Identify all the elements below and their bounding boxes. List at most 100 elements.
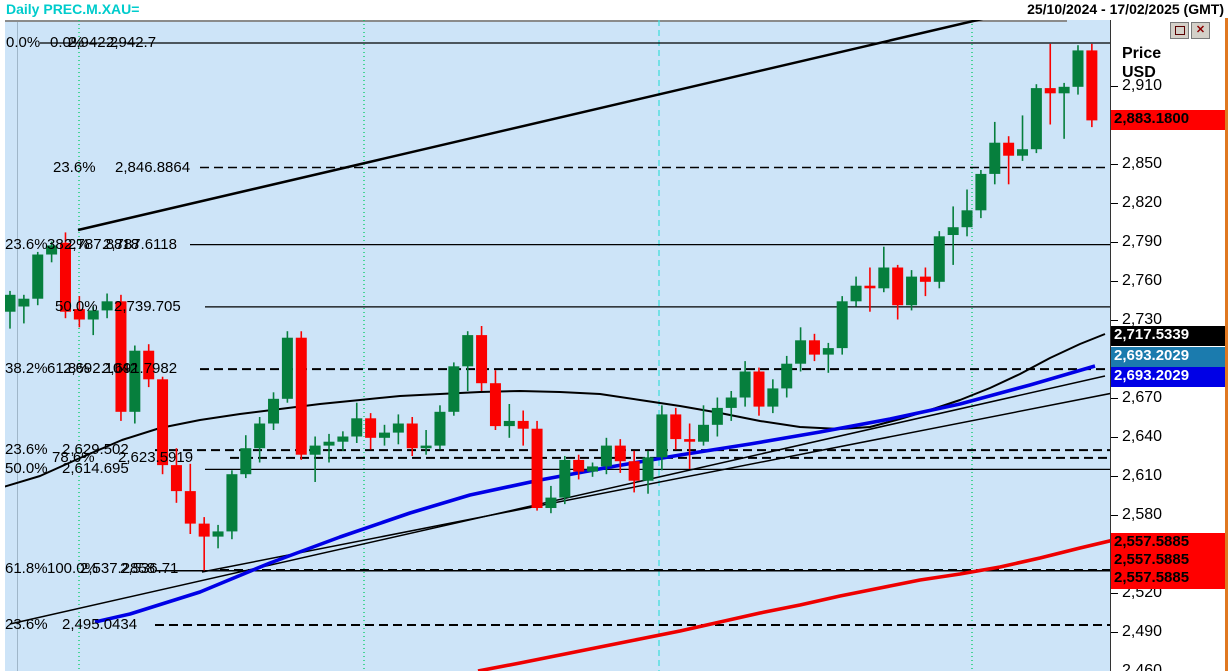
- candle-body: [157, 379, 169, 466]
- candle-body: [212, 531, 224, 537]
- price-badge: 2,693.2029: [1111, 347, 1225, 368]
- candle-body: [18, 298, 30, 307]
- axis-tick-label: 2,760: [1122, 271, 1163, 289]
- candle-body: [5, 294, 16, 312]
- trendline: [77, 20, 984, 232]
- candle-body: [836, 301, 848, 349]
- axis-tick-label: 2,850: [1122, 154, 1163, 172]
- candle-body: [448, 366, 460, 412]
- candle-body: [226, 474, 238, 532]
- candle-body: [614, 445, 626, 462]
- candle-body: [337, 436, 349, 442]
- candle-body: [725, 397, 737, 408]
- candle-body: [739, 371, 751, 398]
- candle-body: [906, 276, 918, 306]
- axis-tick-mark: [1111, 85, 1118, 87]
- axis-title-price: Price: [1122, 45, 1162, 62]
- price-axis-title: Price USD: [1122, 44, 1161, 82]
- axis-tick-label: 2,730: [1122, 310, 1163, 328]
- candle-body: [587, 466, 599, 472]
- candle-body: [392, 423, 404, 433]
- candle-body: [767, 388, 779, 407]
- candle-body: [545, 497, 557, 509]
- candle-body: [989, 142, 1001, 174]
- candle-body: [32, 254, 44, 299]
- title-bar: Daily PREC.M.XAU= 25/10/2024 - 17/02/202…: [0, 0, 1228, 20]
- candle-body: [1044, 88, 1056, 94]
- axis-tick-label: 2,460: [1122, 661, 1163, 671]
- candle-body: [753, 371, 765, 407]
- trendline: [201, 392, 1110, 573]
- candle-body: [295, 337, 307, 455]
- moving-average-line: [5, 333, 1106, 488]
- axis-tick-label: 2,910: [1122, 76, 1163, 94]
- plot-area[interactable]: [5, 20, 1110, 671]
- axis-tick-mark: [1111, 241, 1118, 243]
- candle-body: [281, 337, 293, 399]
- axis-tick-mark: [1111, 436, 1118, 438]
- axis-tick-mark: [1111, 202, 1118, 204]
- pane-left-frame: [17, 22, 18, 671]
- candle-body: [254, 423, 266, 449]
- axis-tick-label: 2,670: [1122, 388, 1163, 406]
- candle-body: [808, 340, 820, 355]
- axis-tick-label: 2,790: [1122, 232, 1163, 250]
- pane-right-frame: [1110, 20, 1111, 671]
- candle-body: [1017, 149, 1029, 156]
- candle-body: [323, 441, 335, 446]
- candle-body: [268, 398, 280, 424]
- candle-body: [462, 335, 474, 367]
- restore-window-icon: [1174, 26, 1185, 35]
- candle-body: [559, 459, 571, 498]
- candle-body: [143, 350, 155, 380]
- axis-tick-mark: [1111, 514, 1118, 516]
- candle-body: [476, 335, 488, 384]
- candle-body: [698, 424, 709, 442]
- candle-body: [184, 491, 196, 524]
- candle-body: [850, 285, 862, 302]
- window-right-border: [1225, 18, 1228, 671]
- axis-tick-mark: [1111, 397, 1118, 399]
- candle-body: [864, 285, 876, 289]
- candle-body: [503, 420, 515, 427]
- candle-body: [59, 242, 71, 312]
- candle-body: [115, 301, 127, 412]
- restore-window-button[interactable]: [1170, 22, 1189, 39]
- candle-body: [600, 445, 612, 467]
- candle-body: [378, 432, 390, 438]
- candle-body: [434, 411, 446, 446]
- candle-body: [933, 236, 945, 282]
- candle-body: [975, 173, 987, 211]
- candle-body: [1003, 142, 1015, 156]
- axis-tick-label: 2,640: [1122, 427, 1163, 445]
- price-badge: 2,883.1800: [1111, 110, 1225, 131]
- candle-body: [961, 210, 973, 228]
- close-icon: ✕: [1195, 24, 1206, 36]
- moving-average-line: [94, 364, 1096, 624]
- price-badge: 2,557.5885 2,557.5885 2,557.5885: [1111, 532, 1225, 589]
- candle-body: [1030, 88, 1042, 150]
- candle-body: [573, 459, 585, 472]
- axis-tick-mark: [1111, 319, 1118, 321]
- candle-body: [309, 445, 321, 455]
- close-window-button[interactable]: ✕: [1191, 22, 1210, 39]
- candle-body: [420, 445, 432, 449]
- candle-body: [892, 267, 904, 306]
- axis-tick-mark: [1111, 475, 1118, 477]
- pane-top-border: [5, 20, 1067, 22]
- price-badge: 2,693.2029: [1111, 367, 1225, 388]
- candle-body: [129, 350, 141, 412]
- candle-body: [947, 227, 959, 236]
- trendline: [9, 375, 1106, 625]
- date-range: 25/10/2024 - 17/02/2025 (GMT): [1027, 1, 1224, 17]
- candle-body: [781, 363, 793, 389]
- axis-title-usd: USD: [1122, 64, 1156, 81]
- candle-body: [198, 523, 210, 537]
- candle-body: [87, 310, 99, 320]
- candle-body: [878, 267, 890, 289]
- candle-body: [170, 465, 182, 492]
- candle-body: [684, 439, 696, 442]
- candle-body: [1058, 86, 1070, 94]
- axis-tick-mark: [1111, 280, 1118, 282]
